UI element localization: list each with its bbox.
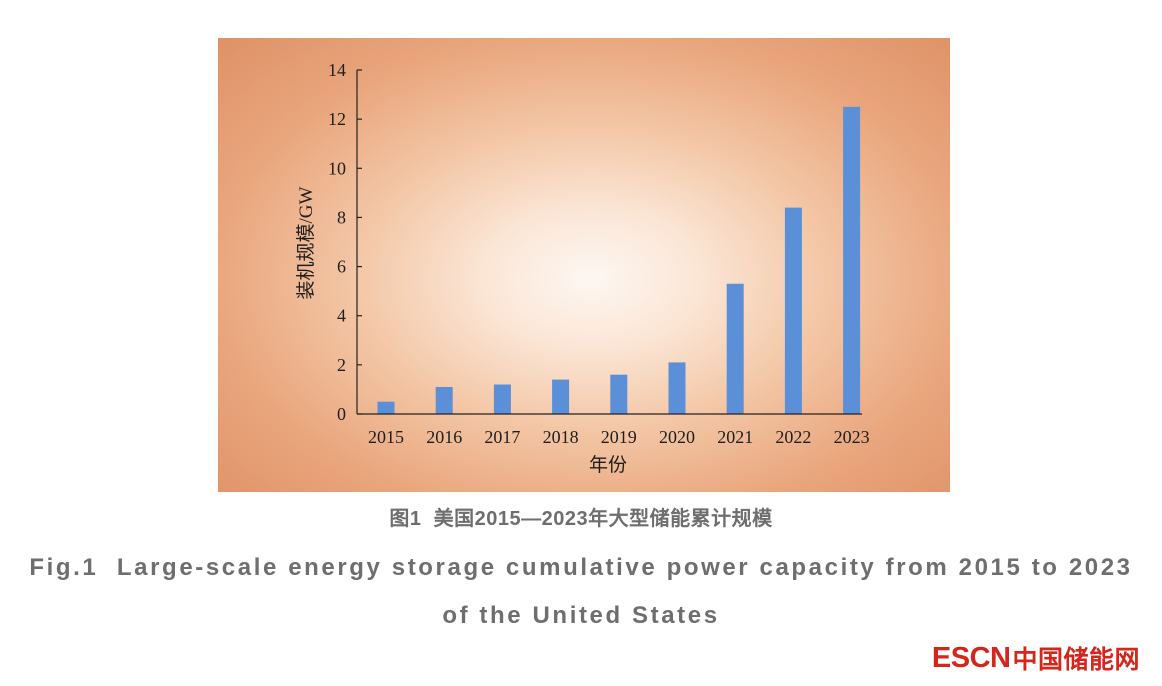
bar-2018	[552, 379, 570, 414]
bar-2016	[435, 386, 453, 414]
y-tick-label-6: 6	[337, 257, 346, 277]
bar-chart: 0 2 4 6 8 10 12 14 2015 2016 2017 2018 2019 2020 2021 2…	[295, 60, 870, 476]
x-tick-label-2021: 2021	[717, 427, 753, 447]
x-tick-label-2020: 2020	[659, 427, 695, 447]
x-tick-label-2023: 2023	[834, 427, 870, 447]
bar-2015	[377, 401, 395, 414]
chart-panel: 0 2 4 6 8 10 12 14 2015 2016 2017 2018 2019 2020 2021 2…	[218, 38, 950, 492]
figure-caption-english-line-1: Fig.1 Large-scale energy storage cumulat…	[29, 554, 1133, 581]
x-tick-label-2016: 2016	[426, 427, 462, 447]
figure-caption-chinese: 图1 美国2015—2023年大型储能累计规模	[389, 508, 773, 530]
bar-2022	[784, 207, 802, 414]
y-axis-title: 装机规模/GW	[295, 186, 317, 299]
y-tick-label-4: 4	[337, 306, 346, 326]
logo-chinese-text: 中国储能网	[1012, 646, 1140, 674]
y-tick-label-10: 10	[328, 158, 346, 178]
x-axis-title: 年份	[589, 454, 627, 476]
bar-2021	[726, 283, 744, 414]
y-tick-label-12: 12	[328, 109, 346, 129]
x-tick-label-2022: 2022	[775, 427, 811, 447]
x-tick-label-2018: 2018	[543, 427, 579, 447]
x-tick-label-2015: 2015	[368, 427, 404, 447]
bar-2017	[493, 384, 511, 414]
figure-caption-english-line-2: of the United States	[442, 602, 720, 629]
bar-2020	[668, 362, 686, 414]
y-tick-label-8: 8	[337, 207, 346, 227]
bar-2019	[610, 374, 628, 414]
escn-logo: ESCN 中国储能网	[932, 640, 1140, 676]
y-tick-label-14: 14	[328, 60, 346, 80]
y-tick-label-2: 2	[337, 355, 346, 375]
y-tick-label-0: 0	[337, 404, 346, 424]
x-tick-label-2017: 2017	[484, 427, 520, 447]
logo-latin-text: ESCN	[931, 641, 1011, 674]
x-tick-label-2019: 2019	[601, 427, 637, 447]
bar-2023	[843, 106, 861, 414]
